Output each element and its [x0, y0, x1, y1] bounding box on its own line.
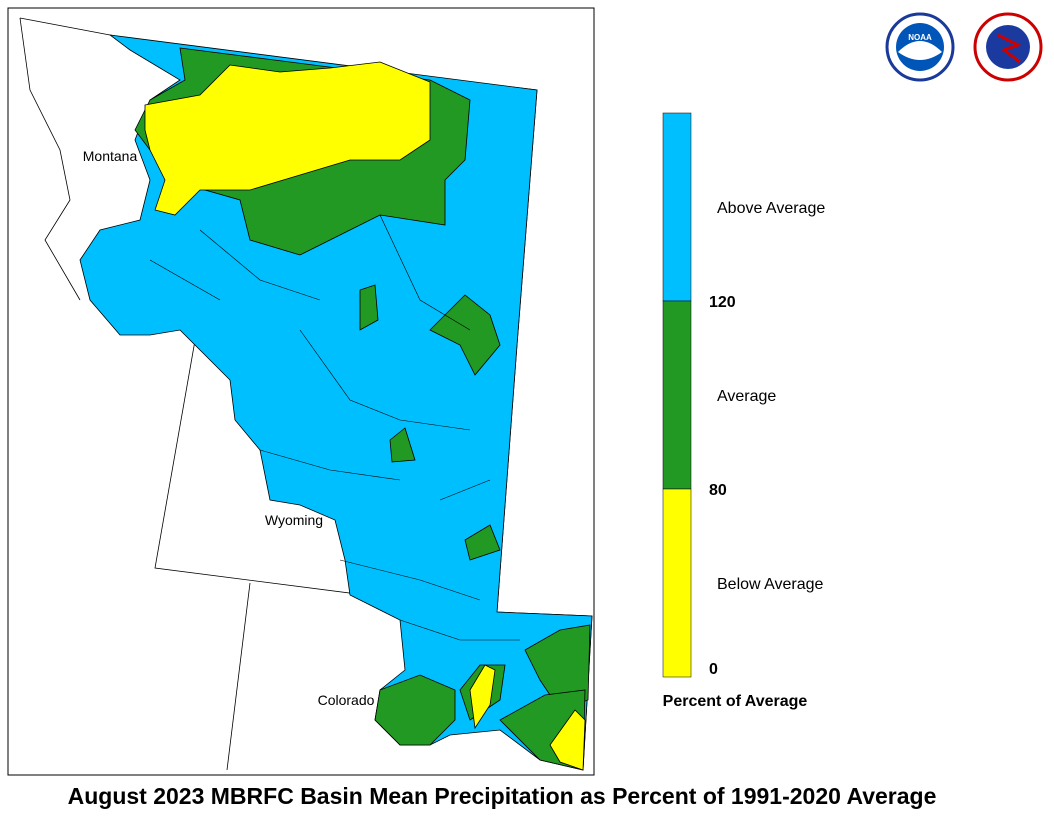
basin-region — [359, 284, 379, 331]
map-title: August 2023 MBRFC Basin Mean Precipitati… — [68, 783, 937, 809]
state-label: Montana — [83, 148, 138, 164]
logo-text: NOAA — [908, 33, 932, 42]
basin-region — [549, 709, 586, 771]
legend-label: Average — [717, 388, 776, 405]
legend-tick-label: 120 — [709, 294, 736, 311]
legend-tick-label: 0 — [709, 661, 718, 678]
legend-label: Below Average — [717, 576, 824, 593]
basin-region — [464, 524, 501, 561]
legend-swatch — [662, 300, 692, 490]
legend-swatch — [662, 112, 692, 302]
legend-tick-label: 80 — [709, 482, 727, 499]
basin-boundaries — [149, 214, 520, 641]
legend-label: Above Average — [717, 200, 825, 217]
basin-region — [374, 674, 456, 746]
legend: Above Average Average Below Average 120 80 0 — [662, 112, 825, 678]
state-label: Wyoming — [265, 512, 323, 528]
basin-region — [144, 61, 431, 216]
legend-swatch — [662, 488, 692, 678]
state-label: Colorado — [318, 692, 375, 708]
legend-title: Percent of Average — [663, 693, 808, 710]
nws-logo-bolt — [997, 33, 1022, 64]
basin-region — [469, 664, 496, 730]
basin-region — [524, 624, 591, 711]
basin-region — [389, 427, 416, 463]
noaa-logo-bird — [898, 41, 942, 60]
basin-region — [429, 294, 501, 376]
